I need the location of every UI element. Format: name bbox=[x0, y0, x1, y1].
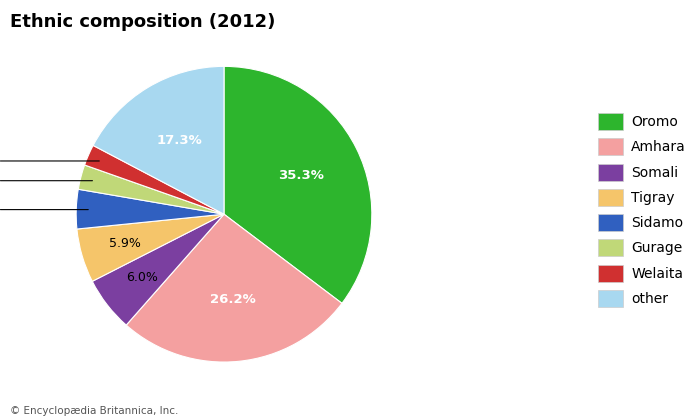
Wedge shape bbox=[76, 189, 224, 229]
Text: 2.3%: 2.3% bbox=[0, 155, 99, 168]
Wedge shape bbox=[85, 145, 224, 214]
Wedge shape bbox=[78, 165, 224, 214]
Legend: Oromo, Amhara, Somali, Tigray, Sidamo, Gurage, Welaita, other: Oromo, Amhara, Somali, Tigray, Sidamo, G… bbox=[591, 106, 693, 314]
Wedge shape bbox=[93, 66, 224, 214]
Text: 6.0%: 6.0% bbox=[126, 271, 158, 284]
Text: 4.3%: 4.3% bbox=[0, 203, 88, 216]
Wedge shape bbox=[126, 214, 342, 362]
Text: 35.3%: 35.3% bbox=[278, 170, 323, 183]
Wedge shape bbox=[92, 214, 224, 325]
Text: 17.3%: 17.3% bbox=[157, 134, 202, 147]
Text: © Encyclopædia Britannica, Inc.: © Encyclopædia Britannica, Inc. bbox=[10, 406, 179, 416]
Text: 2.7%: 2.7% bbox=[0, 174, 92, 187]
Wedge shape bbox=[224, 66, 372, 303]
Text: 26.2%: 26.2% bbox=[210, 293, 256, 306]
Text: Ethnic composition (2012): Ethnic composition (2012) bbox=[10, 13, 276, 31]
Text: 5.9%: 5.9% bbox=[108, 237, 141, 250]
Wedge shape bbox=[77, 214, 224, 281]
